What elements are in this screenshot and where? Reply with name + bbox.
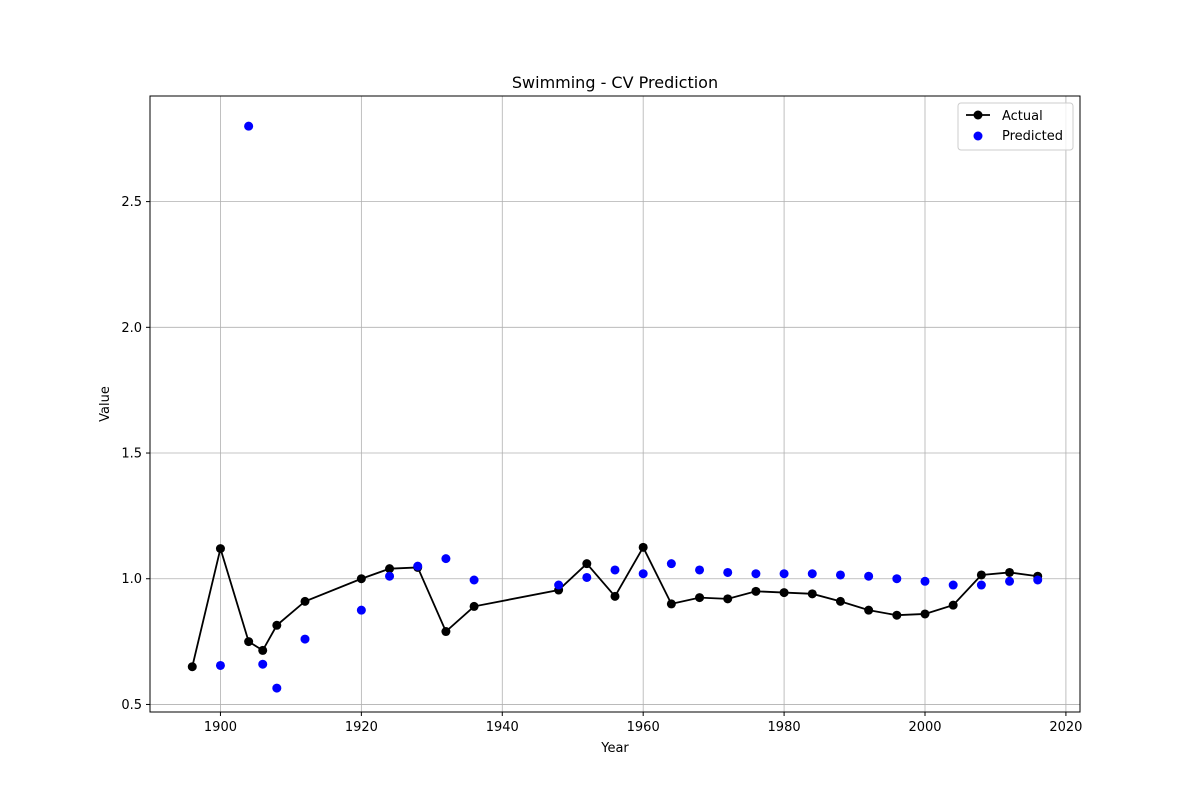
actual-point [1005,567,1015,577]
predicted-point [864,571,874,581]
predicted-point [554,580,564,590]
x-tick-label: 1920 [345,720,378,735]
predicted-point [469,575,479,585]
actual-point [356,574,366,584]
predicted-point [948,580,958,590]
actual-point [215,544,225,554]
legend-actual-marker [973,110,983,120]
y-axis: 0.5 1.0 1.5 2.0 2.5 [121,195,150,713]
y-tick-label: 2.5 [121,195,142,210]
actual-point [582,559,592,569]
predicted-point [666,559,676,569]
predicted-point [835,570,845,580]
predicted-point [215,660,225,670]
grid [150,96,1080,712]
x-tick-label: 1940 [486,720,519,735]
actual-point [441,627,451,637]
actual-point [244,637,254,647]
actual-point [864,605,874,615]
actual-point [638,542,648,552]
actual-point [187,662,197,672]
predicted-point [779,569,789,579]
predicted-point [751,569,761,579]
predicted-point [413,561,423,571]
y-tick-label: 1.5 [121,447,142,462]
actual-point [920,609,930,619]
predicted-point [258,659,268,669]
legend-predicted-marker [973,131,983,141]
predicted-point [244,121,254,131]
legend-predicted-label: Predicted [1002,129,1063,144]
actual-point [807,589,817,599]
predicted-point [723,567,733,577]
y-tick-label: 0.5 [121,698,142,713]
x-tick-label: 2020 [1049,720,1082,735]
actual-point [300,596,310,606]
x-axis: 1900 1920 1940 1960 1980 2000 2020 [204,712,1082,735]
predicted-point [272,683,282,693]
predicted-point [638,569,648,579]
actual-point [976,570,986,580]
x-tick-label: 1960 [627,720,660,735]
x-axis-label: Year [600,741,629,756]
predicted-point [582,572,592,582]
predicted-point [695,565,705,575]
y-tick-label: 1.0 [121,572,142,587]
predicted-point [300,634,310,644]
x-tick-label: 2000 [908,720,941,735]
actual-point [779,588,789,598]
actual-point [258,645,268,655]
actual-point [610,591,620,601]
y-tick-label: 2.0 [121,321,142,336]
actual-point [385,564,395,574]
predicted-point [920,576,930,586]
predicted-point [441,554,451,564]
series-actual [187,542,1043,672]
actual-point [723,594,733,604]
predicted-point [892,574,902,584]
x-tick-label: 1900 [204,720,237,735]
predicted-point [610,565,620,575]
predicted-point [807,569,817,579]
actual-point [948,600,958,610]
actual-point [835,596,845,606]
actual-point [751,586,761,596]
legend: Actual Predicted [957,102,1074,151]
y-axis-label: Value [98,386,113,422]
predicted-point [1033,575,1043,585]
chart-title: Swimming - CV Prediction [512,73,718,92]
series-predicted [215,121,1043,693]
actual-point [272,620,282,630]
actual-point [469,601,479,611]
predicted-point [356,605,366,615]
x-tick-label: 1980 [768,720,801,735]
plot-frame [149,95,1081,713]
predicted-point [1005,576,1015,586]
actual-point [695,593,705,603]
legend-actual-label: Actual [1002,109,1043,124]
predicted-point [385,571,395,581]
actual-point [666,599,676,609]
actual-point [892,610,902,620]
predicted-point [976,580,986,590]
